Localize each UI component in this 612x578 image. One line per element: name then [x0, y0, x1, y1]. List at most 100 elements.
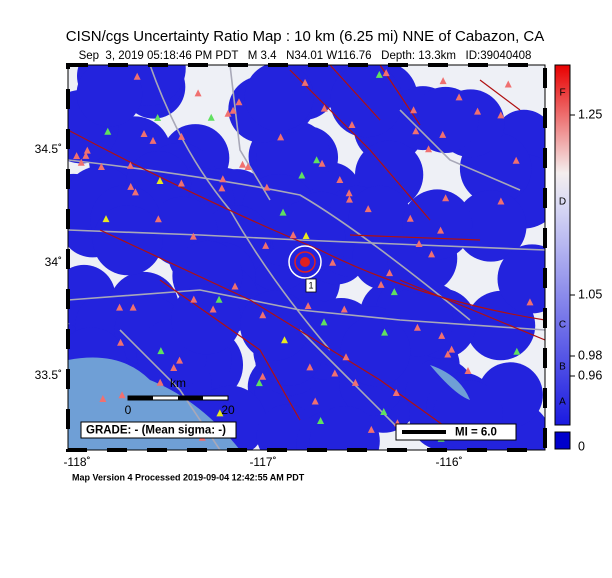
- station: [306, 363, 314, 371]
- station: [412, 127, 420, 135]
- station: [190, 295, 198, 303]
- colorbar-label: 1.05: [578, 287, 602, 301]
- scale-label: 20: [221, 403, 235, 417]
- coverage-blob: [76, 65, 143, 127]
- station: [425, 145, 433, 153]
- fault: [159, 279, 301, 421]
- station: [104, 127, 112, 135]
- coverage-blob: [348, 185, 411, 248]
- station: [428, 250, 436, 258]
- lon-label: -118˚: [63, 455, 90, 469]
- lat-label: 34˚: [45, 255, 62, 269]
- mi-legend-box: [395, 423, 517, 441]
- grade-label: F: [559, 88, 565, 99]
- coverage-blob: [92, 205, 163, 276]
- station: [83, 146, 91, 154]
- station: [177, 179, 185, 187]
- station: [99, 395, 107, 403]
- colorbar-label: 0: [578, 439, 585, 453]
- station: [156, 176, 164, 184]
- station: [497, 111, 505, 119]
- lon-labels: -118˚ -117˚ -116˚: [63, 455, 462, 469]
- station: [116, 303, 124, 311]
- station: [301, 78, 309, 86]
- station: [336, 176, 344, 184]
- stations: [73, 69, 534, 442]
- scale-bar: km 0 20: [125, 376, 235, 417]
- station: [298, 171, 306, 179]
- road: [399, 109, 521, 191]
- colorbar-ramp: [554, 64, 571, 426]
- station: [380, 408, 388, 416]
- station: [439, 77, 447, 85]
- grade-label: A: [559, 397, 566, 408]
- station: [231, 282, 239, 290]
- fault: [99, 229, 451, 431]
- grade-label: D: [559, 197, 566, 208]
- station: [504, 80, 512, 88]
- salton-sea: [430, 365, 470, 400]
- road: [229, 65, 271, 201]
- station: [235, 98, 243, 106]
- station: [386, 269, 394, 277]
- coverage-blob: [309, 406, 380, 450]
- grade-box: [80, 421, 237, 439]
- station: [455, 93, 463, 101]
- station: [263, 183, 271, 191]
- station: [392, 388, 400, 396]
- station: [437, 226, 445, 234]
- fault: [399, 279, 545, 341]
- lon-label: -116˚: [435, 455, 462, 469]
- station: [229, 106, 237, 114]
- station: [209, 305, 217, 313]
- scale-unit: km: [170, 376, 186, 390]
- scale-label: 0: [125, 403, 132, 417]
- station: [313, 156, 321, 164]
- colorbar-zero: [554, 431, 571, 450]
- station: [131, 188, 139, 196]
- station: [345, 195, 353, 203]
- station: [382, 69, 390, 77]
- map: 1 km 0 20 GRADE: - (Mean sigma: -) MI = …: [68, 65, 545, 450]
- station: [304, 302, 312, 310]
- lat-label: 33.5˚: [35, 368, 62, 382]
- station: [438, 331, 446, 339]
- station: [82, 151, 90, 159]
- station: [176, 356, 184, 364]
- station: [311, 397, 319, 405]
- epicenter-label: 1: [308, 280, 313, 290]
- colorbar-label: 0.98: [578, 348, 602, 362]
- station: [262, 241, 270, 249]
- subtitle: Sep 3, 2019 05:18:46 PM PDT M 3.4 N34.01…: [79, 50, 532, 62]
- station: [364, 205, 372, 213]
- station: [318, 159, 326, 167]
- station: [289, 231, 297, 239]
- grade-label: C: [559, 320, 566, 331]
- fault: [68, 129, 545, 321]
- station: [77, 158, 85, 166]
- station: [244, 162, 252, 170]
- station: [348, 121, 356, 129]
- station: [194, 89, 202, 97]
- station: [390, 288, 398, 296]
- station: [444, 350, 452, 358]
- station: [157, 347, 165, 355]
- station: [345, 189, 353, 197]
- station: [413, 323, 421, 331]
- station: [154, 114, 162, 122]
- station: [381, 328, 389, 336]
- fault: [479, 79, 521, 111]
- station: [239, 160, 247, 168]
- station: [127, 182, 135, 190]
- station: [219, 175, 227, 183]
- station: [277, 133, 285, 141]
- station: [320, 104, 328, 112]
- station: [497, 197, 505, 205]
- road: [68, 289, 545, 331]
- station: [331, 369, 339, 377]
- colorbar-label: 1.25: [578, 107, 602, 121]
- station: [351, 378, 359, 386]
- grade-text: GRADE: - (Mean sigma: -): [86, 425, 226, 437]
- station: [259, 372, 267, 380]
